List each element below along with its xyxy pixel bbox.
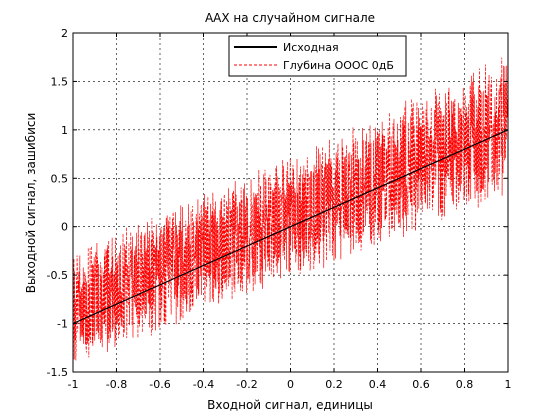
x-tick-label: -0.6 — [149, 378, 170, 391]
y-tick-label: -1.5 — [47, 366, 68, 379]
ticks — [72, 32, 509, 373]
series-line-original — [72, 129, 509, 325]
x-tick-labels: -1 -0.8 -0.6 -0.4 -0.2 0 0.2 0.4 0.6 0.8 1 — [68, 378, 512, 391]
chart-title: ААХ на случайном сигнале — [205, 11, 375, 25]
y-tick-label: 0.5 — [51, 172, 69, 185]
y-tick-label: -0.5 — [47, 269, 68, 282]
x-tick-label: 0.2 — [325, 378, 343, 391]
grid-lines — [73, 33, 508, 372]
x-tick-label: 1 — [505, 378, 512, 391]
series-group — [72, 57, 509, 361]
legend-label-feedback: Глубина ОООС 0дБ — [283, 59, 394, 72]
y-tick-labels: -1.5 -1 -0.5 0 0.5 1 1.5 2 — [47, 27, 68, 379]
y-tick-label: 1 — [61, 124, 68, 137]
y-tick-label: -1 — [57, 318, 68, 331]
x-tick-label: -1 — [68, 378, 79, 391]
x-tick-label: -0.8 — [106, 378, 127, 391]
x-tick-label: 0.6 — [412, 378, 430, 391]
y-tick-label: 1.5 — [51, 75, 69, 88]
x-tick-label: -0.4 — [193, 378, 214, 391]
legend-label-original: Исходная — [283, 41, 339, 54]
x-tick-label: 0.4 — [369, 378, 387, 391]
series-line-feedback — [72, 57, 509, 361]
x-tick-label: 0.8 — [456, 378, 474, 391]
y-axis-label: Выходной сигнал, зашибиси — [24, 113, 38, 294]
x-tick-label: -0.2 — [236, 378, 257, 391]
legend: Исходная Глубина ОООС 0дБ — [228, 35, 407, 77]
x-tick-label: 0 — [287, 378, 294, 391]
legend-box — [228, 35, 407, 77]
x-axis-label: Входной сигнал, единицы — [207, 398, 373, 412]
y-tick-label: 2 — [61, 27, 68, 40]
y-tick-label: 0 — [61, 221, 68, 234]
